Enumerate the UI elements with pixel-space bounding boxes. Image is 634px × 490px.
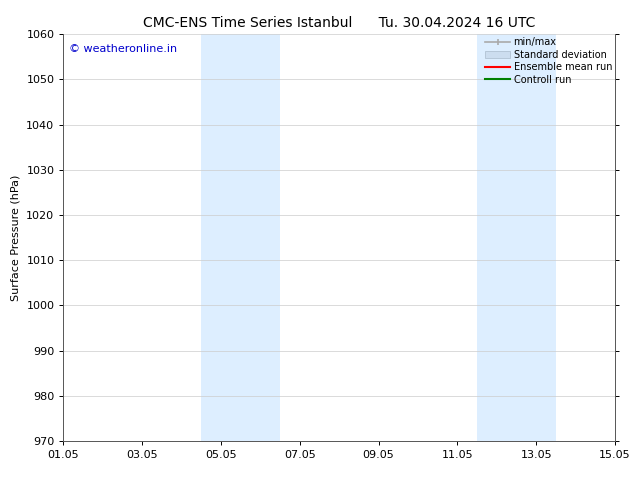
Title: CMC-ENS Time Series Istanbul      Tu. 30.04.2024 16 UTC: CMC-ENS Time Series Istanbul Tu. 30.04.2… <box>143 16 535 30</box>
Legend: min/max, Standard deviation, Ensemble mean run, Controll run: min/max, Standard deviation, Ensemble me… <box>483 35 614 86</box>
Bar <box>477 34 556 441</box>
Y-axis label: Surface Pressure (hPa): Surface Pressure (hPa) <box>11 174 21 301</box>
Text: © weatheronline.in: © weatheronline.in <box>69 45 177 54</box>
Bar <box>202 34 280 441</box>
